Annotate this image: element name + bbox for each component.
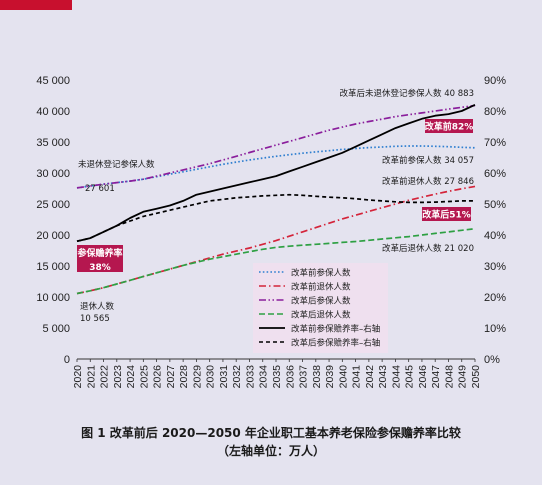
x-tick-label: 2025 xyxy=(138,365,150,389)
x-tick-label: 2040 xyxy=(337,365,349,389)
annotation-post-insured-end: 改革后未退休登记参保人数 40 883 xyxy=(340,88,474,99)
badge-ratio-start-text: 38% xyxy=(89,263,111,273)
annotation-retired-start-name: 退休人数 xyxy=(80,301,115,312)
figure-caption: 图 1 改革前后 2020—2050 年企业职工基本养老保险参保赡养率比较 xyxy=(81,426,461,440)
legend-label: 改革前退休人数 xyxy=(291,282,351,293)
chart-series-lines xyxy=(76,103,476,295)
y-left-tick-label: 5 000 xyxy=(42,323,70,335)
annotation-retired-start-value: 10 565 xyxy=(80,314,110,324)
y-left-tick-label: 30 000 xyxy=(36,168,70,180)
x-tick-label: 2043 xyxy=(377,365,389,389)
y-left-tick-label: 45 000 xyxy=(36,75,70,87)
x-tick-label: 2031 xyxy=(218,365,230,389)
x-tick-label: 2021 xyxy=(85,365,97,389)
y-left-tick-label: 10 000 xyxy=(36,292,70,304)
x-tick-label: 2029 xyxy=(191,365,203,389)
x-tick-label: 2041 xyxy=(351,365,363,389)
x-tick-label: 2032 xyxy=(231,365,243,389)
badge-ratio-start-text: 参保赡养率 xyxy=(77,247,122,259)
legend-box xyxy=(253,263,388,353)
x-tick-label: 2042 xyxy=(364,365,376,389)
y-right-tick-label: 80% xyxy=(484,106,506,118)
y-right-tick-label: 50% xyxy=(484,199,506,211)
badge-ratio-pre-end-box xyxy=(425,119,473,133)
x-tick-label: 2048 xyxy=(443,365,455,389)
legend-label: 改革后参保人数 xyxy=(291,296,351,307)
y-left-tick-label: 35 000 xyxy=(36,137,70,149)
y-right-tick-label: 90% xyxy=(484,75,506,87)
x-tick-label: 2027 xyxy=(165,365,177,389)
x-tick-label: 2036 xyxy=(284,365,296,389)
y-right-tick-label: 20% xyxy=(484,292,506,304)
annotation-pre-insured-end: 改革前参保人数 34 057 xyxy=(382,155,474,166)
y-right-tick-label: 60% xyxy=(484,168,506,180)
x-tick-label: 2020 xyxy=(72,365,84,389)
y-right-tick-label: 30% xyxy=(484,261,506,273)
x-tick-label: 2034 xyxy=(258,365,270,389)
y-right-tick-label: 40% xyxy=(484,230,506,242)
x-tick-label: 2045 xyxy=(404,365,416,389)
series-line-3 xyxy=(76,104,476,189)
dependency-ratio-chart: 0 5 000 10 000 15 000 20 000 25 000 30 000 35 0… xyxy=(36,75,506,388)
y-right-tick-label: 10% xyxy=(484,323,506,335)
y-left-tick-label: 0 xyxy=(64,354,70,366)
badge-ratio-pre-end-text: 改革前82% xyxy=(425,121,474,133)
figure-caption-unit: （左轴单位：万人） xyxy=(216,444,325,458)
series-line-4 xyxy=(76,227,476,295)
chart-annotations: 未退休登记参保人数 27 601 退休人数 10 565 改革后未退休登记参保人数 40… xyxy=(77,88,474,324)
x-tick-label: 2026 xyxy=(152,365,164,389)
y-left-tick-label: 20 000 xyxy=(36,230,70,242)
x-tick-label: 2047 xyxy=(430,365,442,389)
badge-ratio-start-box xyxy=(77,245,123,272)
legend-label: 改革前参保人数 xyxy=(291,268,351,279)
x-tick-label: 2033 xyxy=(244,365,256,389)
x-tick-label: 2023 xyxy=(112,365,124,389)
x-tick-label: 2030 xyxy=(205,365,217,389)
y-left-tick-label: 25 000 xyxy=(36,199,70,211)
x-tick-label: 2038 xyxy=(311,365,323,389)
x-tick-label: 2039 xyxy=(324,365,336,389)
y-left-tick-label: 40 000 xyxy=(36,106,70,118)
badge-ratio-post-end-box xyxy=(422,207,471,221)
x-tick-label: 2050 xyxy=(470,365,482,389)
x-tick-label: 2044 xyxy=(390,365,402,389)
annotation-post-retired-end: 改革后退休人数 21 020 xyxy=(382,243,474,254)
y-left-tick-label: 15 000 xyxy=(36,261,70,273)
legend-label: 改革前参保赡养率–右轴 xyxy=(291,324,380,335)
annotation-insured-start-name: 未退休登记参保人数 xyxy=(78,159,155,170)
x-tick-label: 2049 xyxy=(457,365,469,389)
x-tick-label: 2037 xyxy=(298,365,310,389)
y-right-tick-label: 0% xyxy=(484,354,500,366)
x-tick-label: 2028 xyxy=(178,365,190,389)
x-tick-label: 2022 xyxy=(99,365,111,389)
y-right-tick-label: 70% xyxy=(484,137,506,149)
chart-legend: 改革前参保人数改革前退休人数改革后参保人数改革后退休人数改革前参保赡养率–右轴改… xyxy=(253,263,388,353)
series-line-6 xyxy=(76,193,475,243)
series-line-5 xyxy=(76,103,476,243)
corner-accent-block xyxy=(0,0,72,10)
series-line-1 xyxy=(76,145,476,189)
chart-axes: 0 5 000 10 000 15 000 20 000 25 000 30 000 35 0… xyxy=(36,75,506,388)
annotation-insured-start-value: 27 601 xyxy=(85,184,115,194)
legend-label: 改革后退休人数 xyxy=(291,310,351,321)
x-tick-label: 2035 xyxy=(271,365,283,389)
legend-label: 改革后参保赡养率–右轴 xyxy=(291,338,380,349)
x-tick-label: 2024 xyxy=(125,365,137,389)
badge-ratio-post-end-text: 改革后51% xyxy=(422,209,471,221)
x-tick-label: 2046 xyxy=(417,365,429,389)
annotation-pre-retired-end: 改革前退休人数 27 846 xyxy=(382,176,474,187)
